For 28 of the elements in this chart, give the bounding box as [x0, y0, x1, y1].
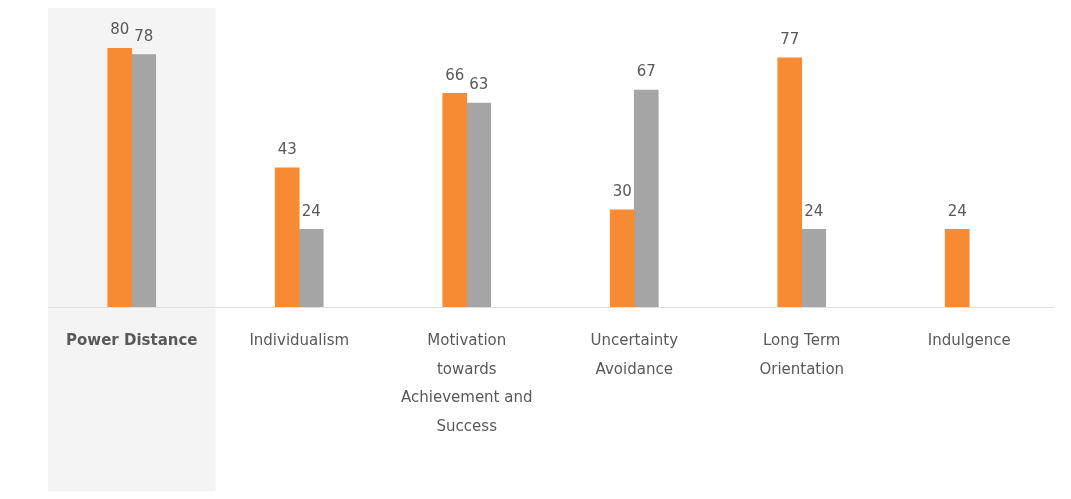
- x-tick-label: Uncertainty Avoidance: [590, 331, 679, 378]
- bar: [944, 228, 970, 307]
- bar: [298, 228, 324, 307]
- bar: [777, 57, 803, 307]
- bar: [107, 48, 133, 307]
- data-label: 24: [804, 201, 824, 220]
- x-tick-label: Long Term Orientation: [759, 331, 845, 378]
- x-tick-label: Individualism: [249, 331, 350, 350]
- x-tick-label: Motivation towards Achievement and Success: [401, 331, 533, 435]
- data-label: 30: [612, 182, 632, 201]
- bar: [801, 228, 827, 307]
- data-label: 43: [277, 140, 297, 159]
- bar: [131, 54, 157, 307]
- bar: [609, 209, 635, 307]
- data-label: 67: [636, 62, 656, 81]
- x-tick-label: Indulgence: [927, 331, 1011, 350]
- bar: [274, 167, 300, 307]
- bar: [466, 102, 492, 307]
- data-label: 63: [469, 75, 489, 94]
- data-label: 24: [947, 201, 967, 220]
- x-tick-label: Power Distance: [65, 331, 198, 350]
- bar: [633, 89, 659, 307]
- data-label: 78: [134, 26, 154, 45]
- data-label: 77: [780, 30, 800, 49]
- data-label: 24: [301, 201, 321, 220]
- data-label: 80: [110, 20, 130, 39]
- bar: [442, 93, 468, 307]
- data-label: 66: [445, 65, 465, 84]
